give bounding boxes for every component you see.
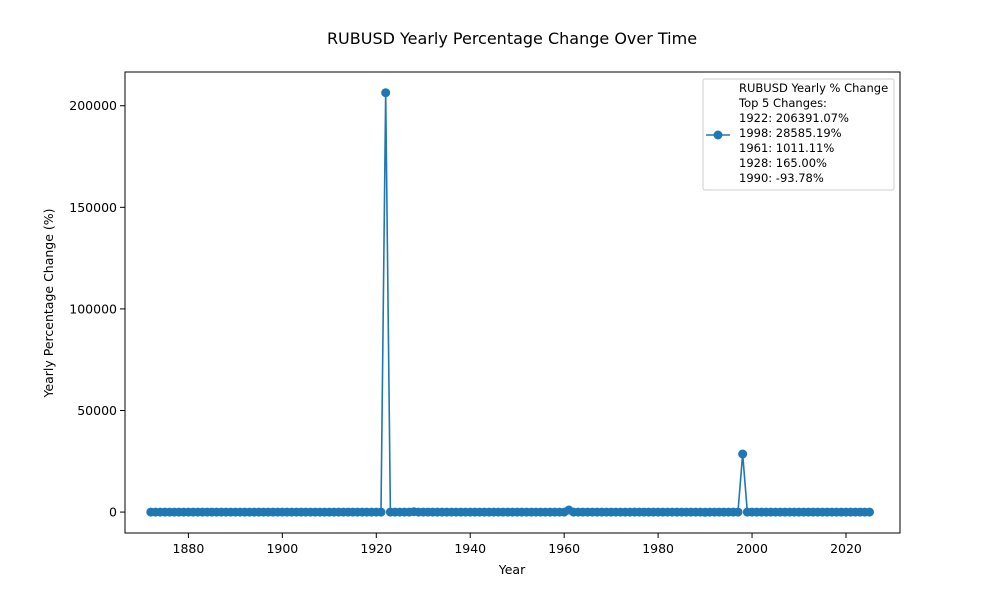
x-tick-label: 1900 [266, 541, 298, 556]
legend-entry-line: 1928: 165.00% [739, 156, 827, 170]
legend-entry-line: 1961: 1011.11% [739, 141, 834, 155]
x-tick-label: 1980 [642, 541, 674, 556]
y-tick-label: 0 [109, 505, 117, 520]
legend-marker-sample [714, 131, 723, 140]
data-point [381, 88, 390, 97]
legend-entry-line: 1990: -93.78% [739, 171, 824, 185]
y-tick-label: 100000 [69, 301, 117, 316]
legend-entry-line: 1922: 206391.07% [739, 111, 849, 125]
x-tick-label: 1940 [454, 541, 486, 556]
x-axis-label: Year [498, 562, 526, 577]
chart-title: RUBUSD Yearly Percentage Change Over Tim… [327, 29, 697, 48]
x-tick-label: 1880 [173, 541, 205, 556]
data-point [733, 508, 742, 517]
y-tick-label: 200000 [69, 98, 117, 113]
x-tick-label: 2020 [830, 541, 862, 556]
y-tick-label: 50000 [77, 403, 117, 418]
legend-entry-line: RUBUSD Yearly % Change [739, 81, 888, 95]
data-point [376, 508, 385, 517]
data-point [865, 508, 874, 517]
x-axis: 1880 1900 1920 1940 1960 1980 2000 2020 [173, 533, 862, 556]
x-tick-label: 1920 [360, 541, 392, 556]
y-axis: 0 50000 100000 150000 200000 [69, 98, 125, 519]
x-tick-label: 1960 [548, 541, 580, 556]
x-tick-label: 2000 [736, 541, 768, 556]
legend-entry-line: Top 5 Changes: [738, 96, 827, 110]
y-axis-label: Yearly Percentage Change (%) [41, 208, 56, 398]
legend-entry-line: 1998: 28585.19% [739, 126, 842, 140]
data-point [738, 450, 747, 459]
y-tick-label: 150000 [69, 200, 117, 215]
